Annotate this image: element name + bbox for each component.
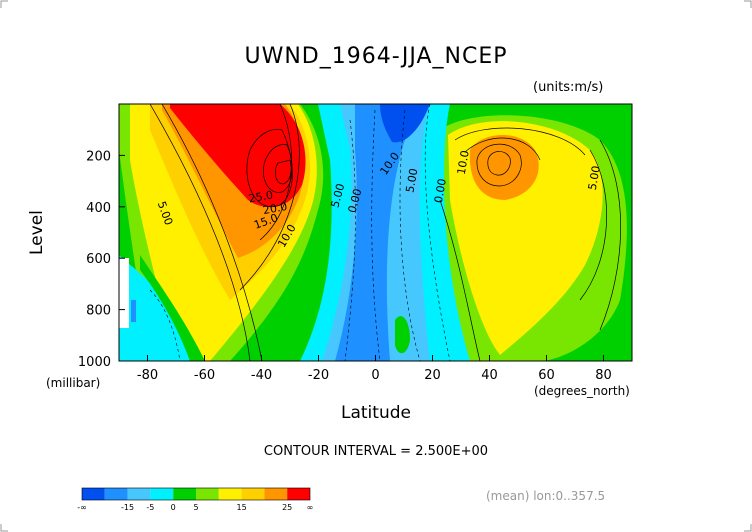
colorbar-swatch: [150, 488, 174, 500]
contour-interval: CONTOUR INTERVAL = 2.500E+00: [263, 444, 489, 459]
y-tick-label: 600: [86, 252, 111, 267]
contour-label: 5.00: [328, 182, 347, 209]
y-tick-label: 400: [86, 201, 111, 216]
colorbar-frame: [81, 487, 311, 501]
colorbar-label: 25: [282, 503, 292, 512]
colorbar-label: -5: [146, 503, 154, 512]
y-axis-label: Level: [27, 210, 47, 255]
colorbar-swatch: [196, 488, 219, 500]
x-tick-label: -40: [251, 368, 272, 383]
units-label: (units:m/s): [533, 80, 604, 95]
contour-label: 10.0: [455, 149, 472, 175]
colorbar-label: 5: [193, 503, 198, 512]
colorbar-swatch: [264, 488, 288, 500]
chart-title: UWND_1964-JJA_NCEP: [244, 44, 508, 69]
x-tick-label: 60: [538, 368, 555, 383]
contour-lines-dashed: [149, 104, 451, 361]
x-axis-units: (degrees_north): [534, 384, 630, 398]
contour-label: 0.00: [432, 178, 449, 204]
colorbar-swatch: [82, 488, 105, 500]
colorbar-swatch: [287, 488, 310, 500]
band-southpole-easterly: [119, 255, 190, 361]
contour-label: 25.0: [248, 188, 274, 205]
contour-lines: [149, 104, 622, 361]
y-ticks: 200 400 600 800 1000: [78, 149, 125, 370]
colorbar-swatch: [127, 488, 151, 500]
x-tick-label: 20: [424, 368, 441, 383]
band-north-lowlevel: [395, 316, 410, 354]
y-tick-label: 800: [86, 304, 111, 319]
x-tick-label: 80: [595, 368, 612, 383]
band-easterly-strong: [335, 104, 420, 361]
contour-label: 0.00: [346, 187, 365, 214]
x-tick-label: -60: [194, 368, 215, 383]
band-15-20-north: [469, 134, 539, 200]
band-southpole-green: [140, 255, 205, 361]
contour-label: 5.00: [403, 167, 420, 193]
band-easterly-core: [380, 104, 430, 143]
band-missing-data: [119, 258, 129, 328]
colorbar-label: ∞: [307, 503, 314, 512]
colorbar: -∞ -15 -5 0 5 15 25 ∞: [77, 487, 314, 512]
colorbar-label: -15: [121, 503, 134, 512]
colorbar-label: 15: [237, 503, 247, 512]
colorbar-swatch: [241, 488, 265, 500]
x-tick-label: 40: [481, 368, 498, 383]
colorbar-swatch: [218, 488, 242, 500]
y-tick-label: 200: [86, 149, 111, 164]
colorbar-swatch: [104, 488, 128, 500]
x-tick-label: -80: [137, 368, 158, 383]
x-axis-label: Latitude: [341, 403, 411, 423]
colorbar-swatch: [173, 488, 196, 500]
band-blue-speck: [131, 300, 136, 322]
x-tick-label: 0: [371, 368, 379, 383]
x-tick-label: -20: [308, 368, 329, 383]
y-axis-units: (millibar): [46, 376, 101, 390]
x-ticks: -80 -60 -40 -20 0 20 40 60 80: [137, 355, 612, 383]
y-tick-label: 1000: [78, 355, 111, 370]
colorbar-label: 0: [171, 503, 176, 512]
mean-note: (mean) lon:0..357.5: [486, 489, 606, 503]
colorbar-label: -∞: [77, 503, 87, 512]
contour-label: 20.0: [262, 200, 288, 217]
contour-label: 5.00: [586, 165, 603, 191]
filled-contours: [119, 104, 632, 361]
